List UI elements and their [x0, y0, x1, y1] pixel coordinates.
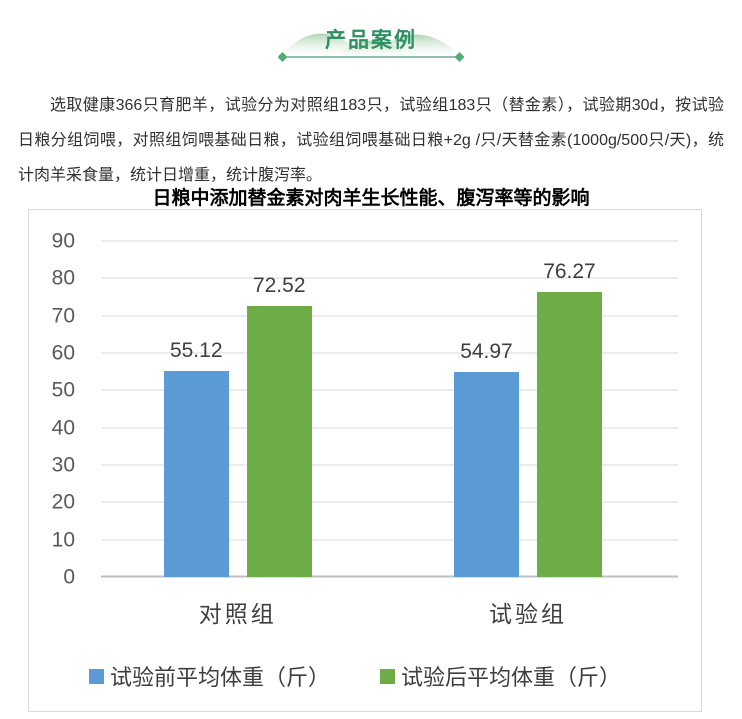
- legend-label: 试验后平均体重（斤）: [401, 665, 622, 690]
- chart-title: 日粮中添加替金素对肉羊生长性能、腹泻率等的影响: [152, 188, 590, 209]
- gridline: [101, 315, 678, 317]
- bar-with-label: 55.12: [163, 241, 229, 577]
- bar-value-label: 76.27: [543, 260, 596, 284]
- y-axis: 0 10 20 30 40 50 60 70 80 90: [29, 231, 89, 588]
- bar-value-label: 54.97: [460, 339, 513, 363]
- x-axis-category-label: 对照组: [198, 601, 277, 627]
- y-axis-tick-label: 90: [51, 229, 75, 253]
- y-axis-tick-label: 50: [51, 378, 75, 402]
- bar-with-label: 76.27: [536, 241, 602, 577]
- legend-swatch-icon: [380, 668, 396, 684]
- bar-with-label: 54.97: [453, 241, 519, 577]
- y-axis-tick-label: 60: [51, 341, 75, 365]
- chart-legend: 试验前平均体重（斤） 试验后平均体重（斤）: [89, 660, 621, 692]
- intro-paragraph: 选取健康366只育肥羊，试验分为对照组183只，试验组183只（替金素），试验期…: [18, 97, 724, 184]
- x-axis-line: [101, 575, 678, 578]
- legend-label: 试验前平均体重（斤）: [110, 665, 331, 690]
- bar: [453, 371, 519, 577]
- y-axis-tick-label: 0: [63, 565, 75, 589]
- legend-item: 试验前平均体重（斤）: [89, 660, 330, 692]
- bar-group: 55.12 72.52: [163, 241, 312, 577]
- plot-area: 55.12 72.52 54.97 76.27: [101, 240, 678, 578]
- section-badge: 产品案例: [278, 8, 464, 62]
- gridline: [101, 352, 678, 354]
- y-axis-tick-label: 10: [51, 528, 75, 552]
- bar: [536, 292, 602, 577]
- y-axis-tick-label: 30: [51, 453, 75, 477]
- bar-value-label: 55.12: [169, 339, 223, 363]
- legend-item: 试验后平均体重（斤）: [380, 660, 621, 692]
- chart-box: 0 10 20 30 40 50 60 70 80 90 55.12 72.52 54.97 76.27…: [28, 209, 702, 712]
- y-axis-tick-label: 80: [51, 266, 75, 290]
- gridline: [101, 240, 678, 242]
- gridline: [101, 277, 678, 279]
- section-badge-label: 产品案例: [325, 29, 417, 52]
- x-axis: 对照组 试验组: [101, 577, 678, 637]
- y-axis-tick-label: 20: [51, 490, 75, 514]
- y-axis-tick-label: 70: [51, 304, 75, 328]
- bar-with-label: 72.52: [246, 241, 312, 577]
- gridline: [101, 389, 678, 391]
- gridline: [101, 464, 678, 466]
- gridline: [101, 427, 678, 429]
- bar: [163, 371, 229, 577]
- gridline: [101, 539, 678, 541]
- bar-group: 54.97 76.27: [453, 241, 602, 577]
- bar: [246, 306, 312, 577]
- x-axis-category-label: 试验组: [488, 601, 567, 627]
- mountains-decoration-icon: [278, 33, 464, 62]
- y-axis-tick-label: 40: [51, 416, 75, 440]
- bar-value-label: 72.52: [252, 274, 306, 298]
- legend-swatch-icon: [89, 668, 104, 684]
- gridline: [101, 501, 678, 503]
